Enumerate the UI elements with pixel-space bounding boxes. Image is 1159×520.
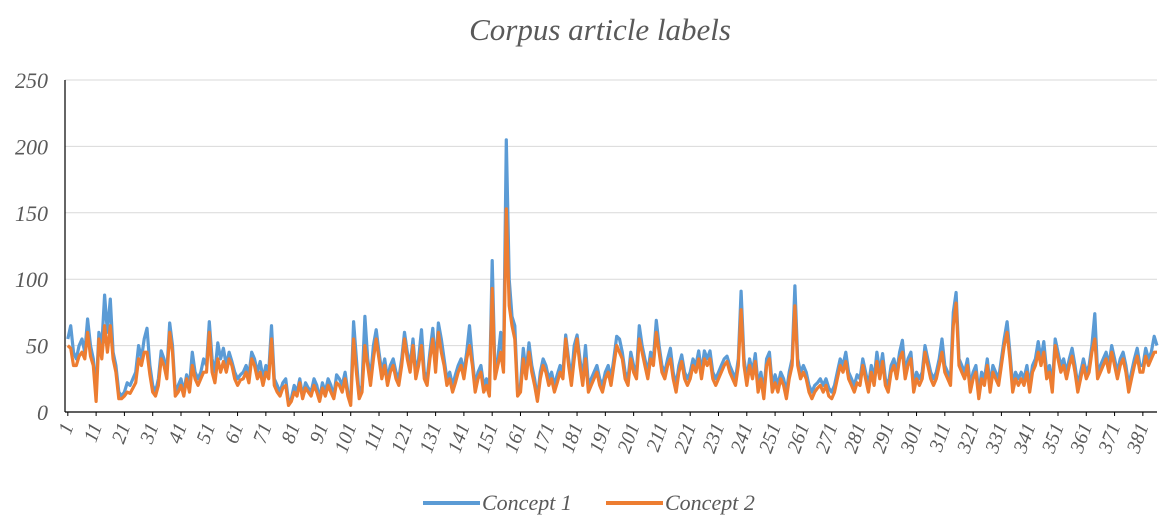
x-tick-label: 301 [896, 420, 927, 457]
x-tick-label: 191 [585, 420, 616, 456]
x-tick-label: 251 [755, 420, 786, 456]
x-tick-label: 221 [670, 420, 701, 456]
x-tick-label: 21 [108, 420, 136, 446]
x-tick-label: 321 [953, 420, 984, 457]
x-tick-label: 211 [642, 420, 672, 454]
legend-label: Concept 1 [482, 490, 572, 515]
y-tick-label: 0 [37, 400, 48, 425]
y-tick-label: 200 [15, 134, 48, 159]
y-tick-label: 50 [26, 334, 48, 359]
x-tick-label: 261 [783, 420, 814, 456]
y-tick-label: 150 [15, 201, 48, 226]
x-tick-label: 131 [415, 420, 446, 456]
y-tick-label: 100 [15, 267, 48, 292]
x-tick-label: 161 [500, 420, 531, 456]
x-tick-label: 91 [306, 420, 334, 446]
x-tick-label: 331 [981, 420, 1012, 457]
x-tick-label: 41 [164, 420, 192, 446]
x-tick-label: 1 [54, 420, 78, 437]
x-tick-label: 181 [557, 420, 588, 456]
x-tick-label: 121 [387, 420, 418, 456]
x-tick-label: 371 [1094, 420, 1125, 457]
x-tick-label: 171 [529, 420, 560, 456]
x-tick-label: 341 [1009, 420, 1040, 457]
x-tick-label: 111 [360, 420, 390, 453]
x-tick-label: 281 [840, 420, 871, 456]
x-tick-label: 271 [811, 420, 842, 456]
x-tick-label: 241 [727, 420, 758, 456]
x-tick-label: 71 [249, 420, 277, 446]
x-tick-label: 101 [330, 420, 361, 456]
x-tick-label: 351 [1037, 420, 1068, 457]
x-tick-label: 61 [221, 420, 249, 446]
x-tick-label: 231 [698, 420, 729, 456]
x-tick-label: 201 [613, 420, 644, 456]
x-tick-label: 291 [868, 420, 899, 456]
x-tick-label: 361 [1066, 420, 1097, 457]
x-tick-label: 51 [192, 420, 220, 446]
x-tick-label: 151 [472, 420, 503, 456]
x-tick-label: 11 [80, 420, 107, 445]
x-tick-label: 381 [1122, 420, 1153, 457]
x-tick-label: 141 [444, 420, 475, 456]
chart-title: Corpus article labels [469, 12, 731, 47]
x-tick-label: 31 [136, 420, 164, 447]
y-tick-label: 250 [15, 68, 48, 93]
legend-label: Concept 2 [665, 490, 755, 515]
series-line [66, 207, 1157, 407]
x-tick-label: 311 [925, 420, 956, 455]
x-tick-label: 81 [277, 420, 305, 446]
